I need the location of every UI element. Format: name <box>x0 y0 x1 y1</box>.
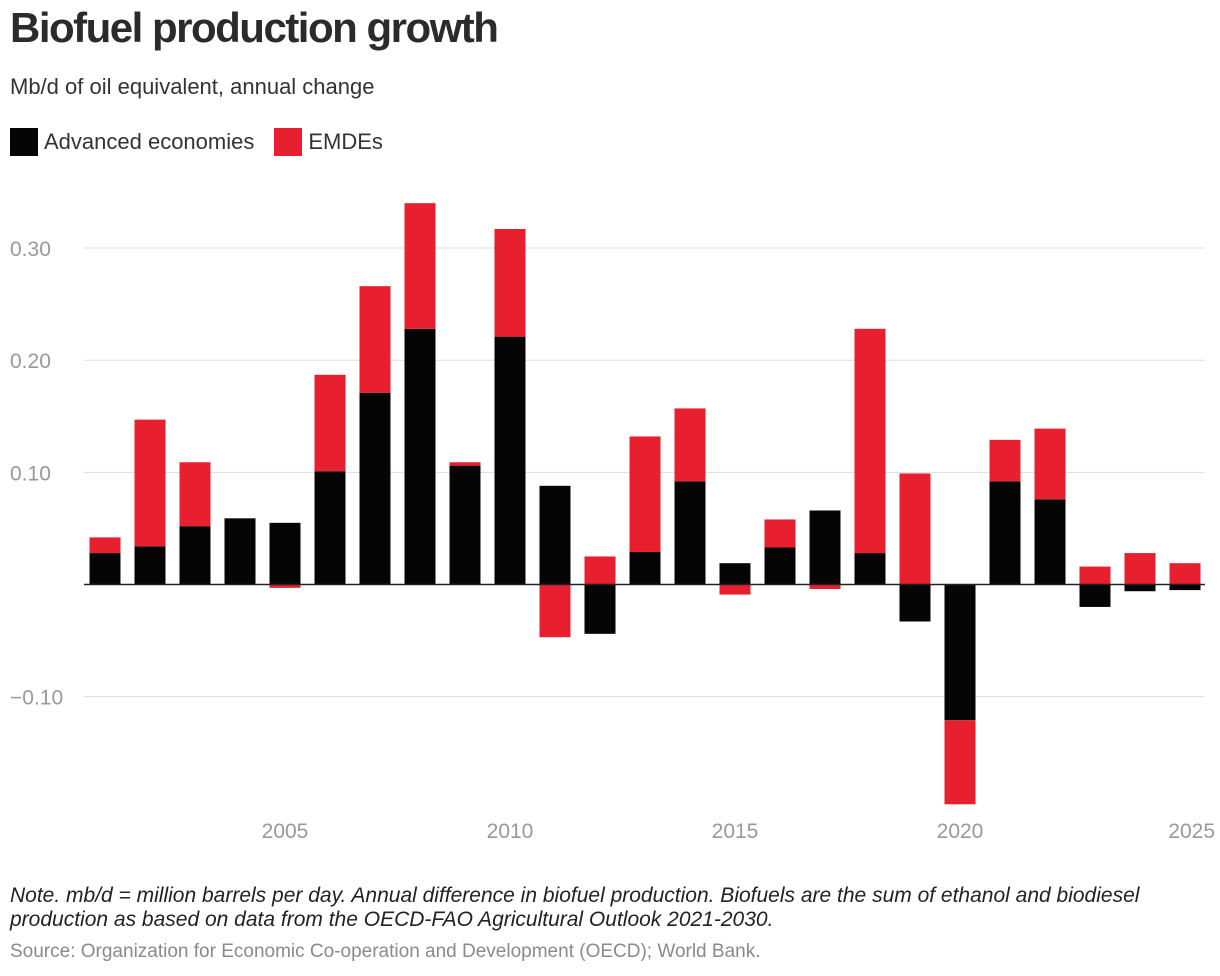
chart-subtitle: Mb/d of oil equivalent, annual change <box>10 74 375 99</box>
bar-advanced-2024 <box>1124 584 1156 592</box>
bar-emdes-2011 <box>539 584 571 638</box>
legend-item-advanced: Advanced economies <box>10 128 254 156</box>
x-tick-label: 2025 <box>1168 820 1215 843</box>
legend-label-emdes: EMDEs <box>308 129 383 154</box>
bar-emdes-2013 <box>629 436 661 552</box>
bar-advanced-2014 <box>674 481 706 585</box>
bar-advanced-2025 <box>1169 584 1201 591</box>
bar-advanced-2003 <box>179 526 211 585</box>
bar-advanced-2023 <box>1079 584 1111 607</box>
bar-advanced-2018 <box>854 553 886 585</box>
bar-emdes-2015 <box>719 584 751 595</box>
x-tick-label: 2020 <box>937 820 984 843</box>
bar-advanced-2002 <box>134 546 166 585</box>
bar-emdes-2007 <box>359 286 391 393</box>
legend-swatch-advanced <box>10 128 38 156</box>
bar-advanced-2019 <box>899 584 931 622</box>
chart-note: Note. mb/d = million barrels per day. An… <box>10 884 1140 931</box>
chart-title: Biofuel production growth <box>10 4 499 51</box>
bar-emdes-2018 <box>854 328 886 554</box>
bar-emdes-2016 <box>764 519 796 548</box>
bar-advanced-2008 <box>404 328 436 585</box>
bar-emdes-2017 <box>809 584 841 589</box>
bar-advanced-2021 <box>989 481 1021 585</box>
bar-advanced-2004 <box>224 518 256 585</box>
bar-emdes-2012 <box>584 556 616 585</box>
bar-advanced-2007 <box>359 392 391 585</box>
bar-emdes-2006 <box>314 374 346 472</box>
bar-emdes-2025 <box>1169 563 1201 585</box>
y-tick-label: 0.30 <box>10 238 51 261</box>
bar-emdes-2024 <box>1124 553 1156 585</box>
bar-advanced-2015 <box>719 563 751 585</box>
bar-emdes-2021 <box>989 439 1021 482</box>
bar-emdes-2008 <box>404 203 436 329</box>
bar-advanced-2009 <box>449 465 481 585</box>
x-tick-label: 2015 <box>712 820 759 843</box>
chart-source: Source: Organization for Economic Co-ope… <box>10 941 761 962</box>
bar-emdes-2003 <box>179 462 211 527</box>
bar-emdes-2022 <box>1034 428 1066 500</box>
bar-emdes-2009 <box>449 462 481 466</box>
y-tick-label: 0.10 <box>10 462 51 485</box>
bar-emdes-2020 <box>944 720 976 805</box>
bar-advanced-2001 <box>89 553 121 585</box>
x-tick-label: 2005 <box>262 820 309 843</box>
bar-chart: −0.10 0.10 0.20 0.30 2005 2010 2015 2020 2025 <box>10 203 1215 843</box>
bar-advanced-2016 <box>764 547 796 585</box>
bar-emdes-2002 <box>134 419 166 547</box>
bar-emdes-2001 <box>89 537 121 554</box>
bar-emdes-2014 <box>674 408 706 482</box>
bar-emdes-2005 <box>269 584 301 588</box>
bar-emdes-2019 <box>899 473 931 585</box>
bar-advanced-2020 <box>944 584 976 721</box>
bar-advanced-2006 <box>314 471 346 585</box>
legend-swatch-emdes <box>274 128 303 156</box>
bar-advanced-2011 <box>539 485 571 585</box>
y-tick-label: −0.10 <box>10 687 63 710</box>
bar-advanced-2022 <box>1034 499 1066 585</box>
bar-advanced-2010 <box>494 336 526 585</box>
bar-emdes-2023 <box>1079 566 1111 585</box>
bar-advanced-2005 <box>269 522 301 585</box>
legend: Advanced economies EMDEs <box>10 128 403 156</box>
y-tick-label: 0.20 <box>10 350 51 373</box>
legend-item-emdes: EMDEs <box>274 128 383 156</box>
bar-advanced-2013 <box>629 551 661 585</box>
bar-emdes-2010 <box>494 228 526 337</box>
x-tick-label: 2010 <box>487 820 534 843</box>
bar-advanced-2017 <box>809 510 841 585</box>
legend-label-advanced: Advanced economies <box>44 129 255 154</box>
bar-advanced-2012 <box>584 584 616 634</box>
